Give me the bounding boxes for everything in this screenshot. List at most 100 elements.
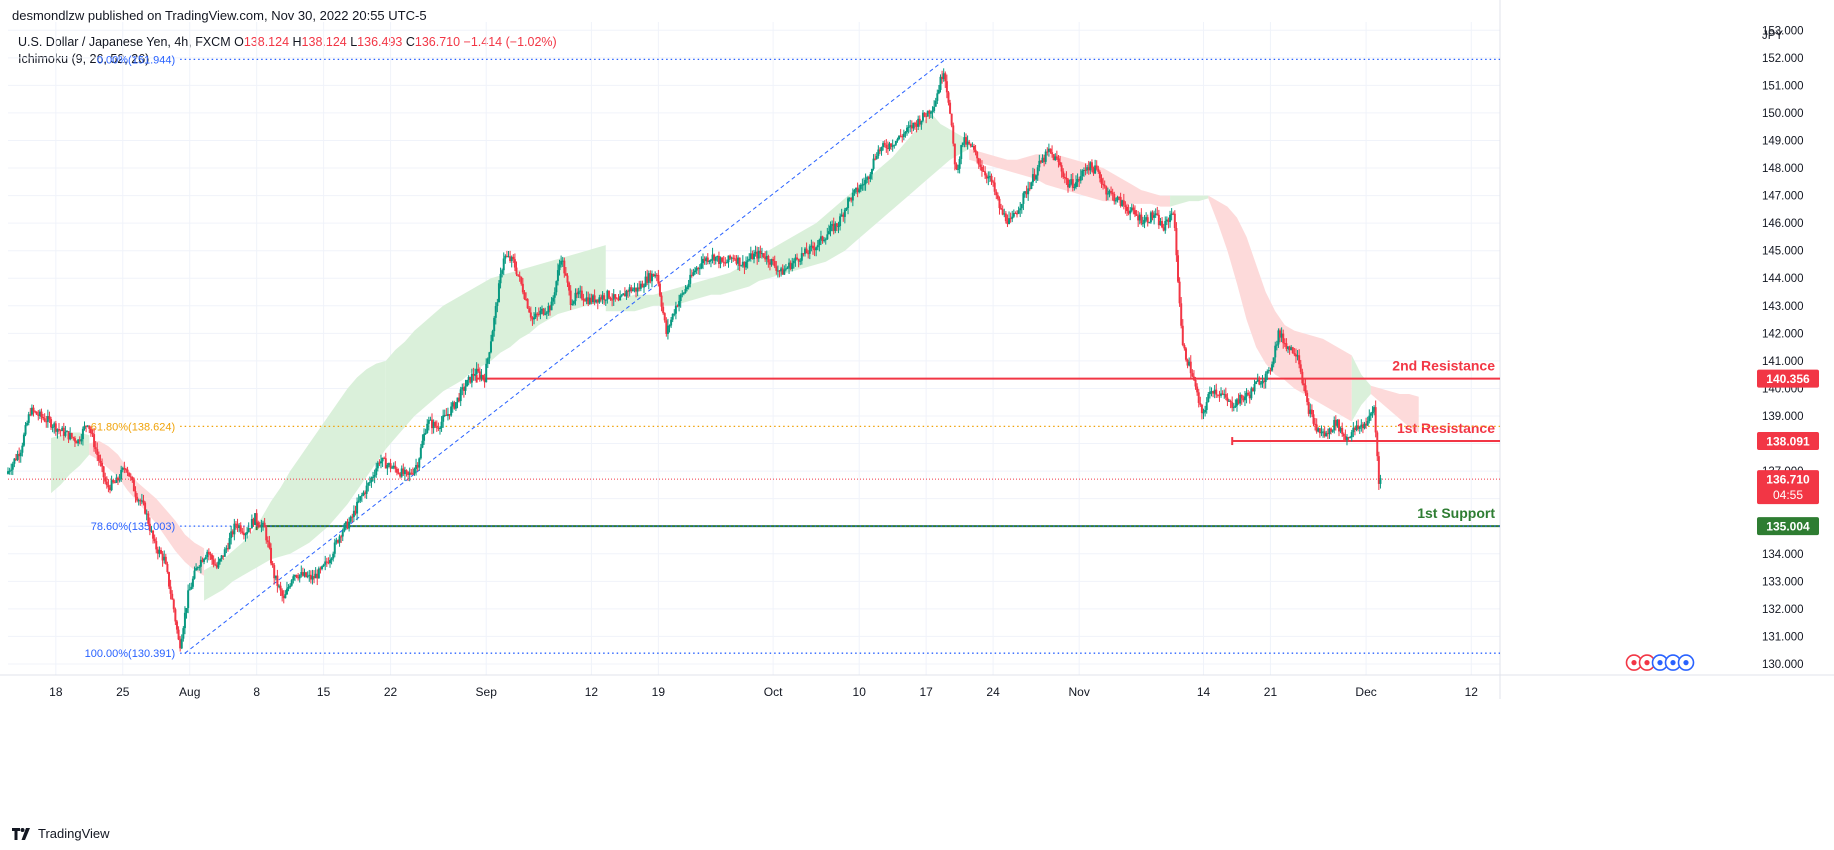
candle-body — [332, 553, 335, 559]
candle-body — [722, 261, 725, 263]
candle-body — [160, 550, 163, 554]
candle-body — [1146, 217, 1149, 223]
time-tick-label: 22 — [384, 685, 398, 699]
candle-body — [545, 312, 548, 314]
candle-body — [560, 260, 563, 265]
candle-body — [719, 257, 722, 265]
candle-body — [1294, 354, 1297, 357]
candle-body — [461, 387, 464, 390]
candle-body — [1183, 345, 1186, 349]
candle-body — [78, 439, 81, 442]
candle-body — [974, 149, 977, 153]
candle-body — [394, 465, 397, 469]
candle-body — [923, 112, 926, 117]
candle-body — [493, 317, 496, 332]
candle-body — [1266, 371, 1269, 374]
candle-body — [462, 387, 465, 391]
candle-body — [891, 145, 894, 147]
candle-body — [167, 572, 170, 587]
candle-body — [628, 287, 631, 292]
candle-body — [1365, 423, 1368, 426]
candle-body — [305, 572, 308, 577]
candle-body — [450, 406, 453, 416]
candle-body — [753, 253, 755, 260]
candle-body — [252, 518, 255, 525]
candle-body — [668, 325, 671, 327]
candle-body — [80, 439, 83, 442]
candle-body — [593, 295, 596, 303]
candle-body — [300, 572, 303, 575]
candle-body — [604, 299, 607, 301]
candle-body — [917, 118, 920, 127]
candle-body — [1318, 428, 1321, 434]
candle-body — [443, 414, 446, 416]
candle-body — [778, 270, 781, 272]
candle-body — [949, 102, 952, 114]
candle-body — [773, 261, 776, 267]
candle-body — [507, 256, 510, 258]
candle-body — [255, 513, 258, 523]
candle-body — [112, 480, 115, 483]
candle-body — [364, 492, 367, 494]
candle-body — [368, 482, 371, 484]
candle-body — [496, 302, 499, 307]
candle-body — [43, 418, 46, 422]
candle-body — [144, 502, 147, 514]
level-name: 2nd Resistance — [1392, 358, 1495, 374]
candle-body — [617, 298, 620, 301]
candle-body — [99, 460, 102, 463]
candle-body — [1119, 197, 1122, 206]
footer-brand[interactable]: TradingView — [12, 826, 110, 841]
candle-body — [14, 458, 17, 460]
candle-body — [738, 257, 741, 266]
candle-body — [850, 197, 853, 201]
candle-body — [842, 214, 845, 217]
candle-body — [880, 147, 883, 152]
candle-body — [1095, 165, 1098, 169]
candle-body — [1194, 379, 1197, 387]
candle-body — [475, 368, 478, 375]
candle-body — [807, 253, 810, 255]
candle-body — [883, 143, 886, 145]
time-tick-label: Aug — [179, 685, 200, 699]
price-tick-label: 139.000 — [1762, 411, 1804, 423]
candle-body — [466, 380, 469, 387]
candle-body — [372, 476, 375, 478]
candle-body — [1167, 219, 1170, 223]
candle-body — [1353, 427, 1356, 430]
candle-body — [1304, 385, 1307, 393]
candle-body — [539, 310, 542, 315]
candle-body — [373, 474, 376, 477]
candle-body — [290, 580, 293, 586]
candle-body — [666, 325, 669, 334]
candle-body — [480, 375, 483, 379]
candle-body — [816, 245, 819, 248]
candle-body — [81, 428, 84, 440]
symbol-legend[interactable]: U.S. Dollar / Japanese Yen, 4h, FXCM O13… — [18, 35, 557, 49]
time-tick-label: 17 — [919, 685, 933, 699]
candle-body — [399, 473, 402, 477]
price-tick-label: 148.000 — [1762, 163, 1804, 175]
candle-body — [694, 270, 697, 273]
candle-body — [848, 197, 851, 199]
level-price-tag-bg — [1757, 369, 1819, 388]
candle-body — [387, 463, 390, 465]
candle-body — [797, 259, 800, 262]
candle-body — [692, 272, 695, 276]
indicator-legend[interactable]: Ichimoku (9, 26, 52, 26) — [18, 52, 150, 66]
candle-body — [1071, 179, 1074, 188]
candle-body — [831, 223, 834, 226]
candle-body — [735, 259, 738, 264]
candle-body — [1215, 389, 1218, 395]
candle-body — [698, 268, 701, 270]
candle-body — [403, 470, 406, 475]
candle-body — [899, 135, 902, 137]
candle-body — [86, 425, 89, 427]
candle-body — [630, 287, 633, 292]
candle-body — [678, 301, 681, 307]
ichimoku-cloud — [51, 112, 1419, 601]
candle-body — [338, 536, 341, 543]
candle-body — [470, 373, 473, 383]
candle-body — [937, 89, 940, 94]
